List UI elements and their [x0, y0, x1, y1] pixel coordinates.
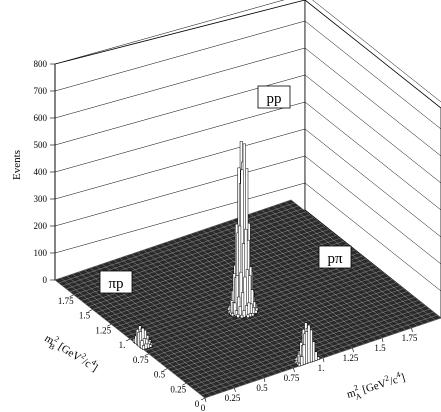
floor-line: [107, 241, 344, 322]
z-tick-label: 500: [34, 140, 48, 150]
floor-line: [190, 233, 341, 353]
y-tick-label: 1.5: [79, 311, 91, 321]
z-tick-label: 400: [34, 167, 48, 177]
z-tick-label: 200: [34, 221, 48, 231]
y-tick-label: 1.75: [58, 296, 74, 306]
y-tick: [163, 368, 168, 371]
histogram-bar: [141, 345, 146, 350]
z-axis-title: Events: [11, 150, 23, 180]
floor-line: [92, 229, 329, 310]
x-axis-title: m2A[GeV2/c4]: [344, 369, 407, 404]
z-axis: 0 100 200 300 400 500 600 700 800: [34, 59, 56, 285]
x-tick: [263, 377, 266, 383]
svg-text:πp: πp: [108, 276, 123, 292]
wall-gridline: [54, 20, 441, 130]
y-tick: [125, 338, 131, 342]
floor-line: [261, 209, 412, 329]
y-tick: [182, 382, 187, 386]
floor-line: [58, 202, 295, 284]
wall-gridline: [54, 128, 441, 238]
peak-label-pip: πp: [99, 270, 133, 294]
y-tick-label: 0.75: [133, 355, 149, 365]
svg-text:pp: pp: [267, 91, 282, 107]
floor-line: [243, 215, 394, 335]
x-tick: [234, 387, 236, 393]
wall-gridline: [54, 101, 441, 211]
floor-line: [255, 211, 406, 331]
histogram-bar: [246, 314, 250, 318]
wall-gridline: [54, 47, 441, 157]
x-tick-label: 0.5: [256, 383, 268, 393]
y-tick: [88, 309, 93, 312]
y-tick: [144, 353, 149, 357]
x-axis: 0 0.25 0.5 0.75 1. 1.25 1.5 1.75: [201, 318, 441, 412]
wall-gridline: [54, 182, 441, 292]
y-axis-title: m2B[GeV2/c4]: [41, 330, 101, 377]
histogram-bar: [240, 314, 244, 319]
histogram-bar: [230, 312, 235, 317]
floor-line: [279, 203, 430, 323]
peak-label-pp: pp: [257, 85, 291, 109]
wall-gridline: [54, 155, 441, 265]
y-tick: [200, 397, 206, 401]
x-tick: [204, 397, 207, 403]
x-tick-label: 1.25: [343, 353, 359, 363]
x-tick: [322, 357, 325, 363]
x-tick-label: 0.25: [225, 393, 241, 403]
floor-line: [237, 217, 389, 337]
floor-line: [290, 199, 441, 319]
floor-line: [208, 227, 359, 347]
y-tick: [69, 294, 74, 298]
y-axis: 0 0.25 0.5 0.75 1. 1.25 1.5 1.75: [58, 294, 206, 409]
z-tick-label: 700: [34, 86, 48, 96]
wall-gridlines: [54, 0, 441, 319]
floor-line: [111, 244, 348, 325]
floor-line: [202, 229, 353, 349]
z-tick-label: 0: [43, 275, 48, 285]
x-tick-label: 1.75: [402, 333, 418, 343]
y-tick-label: 1.25: [95, 325, 111, 335]
z-tick-label: 600: [34, 113, 48, 123]
z-tick-label: 100: [34, 248, 48, 258]
histogram-bar: [297, 362, 301, 367]
x-tick-label: 0.75: [284, 373, 300, 383]
x-tick: [352, 347, 354, 353]
wall-gridline: [54, 0, 441, 103]
y-tick-label: 0.5: [154, 370, 166, 380]
x-tick: [411, 327, 413, 333]
floor-line: [231, 219, 383, 339]
x-tick: [381, 337, 384, 343]
floor-line: [249, 213, 400, 333]
floor-line: [225, 221, 377, 341]
z-tick-label: 300: [34, 194, 48, 204]
y-tick-label: 0.25: [170, 384, 186, 394]
x-tick: [293, 367, 295, 373]
histogram-bar: [236, 314, 240, 318]
y-tick-label: 1.: [119, 340, 126, 350]
histogram-bar: [302, 344, 306, 365]
y-tick: [107, 323, 112, 327]
floor-line: [196, 231, 347, 351]
floor-line: [284, 201, 436, 321]
svg-text:pπ: pπ: [327, 251, 343, 267]
histogram-bar: [242, 310, 246, 318]
x-tick-label: 0: [201, 403, 206, 412]
floor-line: [54, 199, 292, 281]
floor-line: [99, 235, 337, 316]
floor-line: [96, 232, 333, 313]
x-tick-label: 1.: [318, 363, 325, 373]
z-tick-label: 800: [34, 59, 48, 69]
y-tick-label: 0: [195, 399, 200, 409]
histogram-bar: [300, 356, 304, 366]
x-tick-label: 1.5: [374, 343, 386, 353]
peak-label-ppi: pπ: [318, 245, 352, 269]
histogram-bars: [132, 141, 320, 367]
wall-gridline: [54, 74, 441, 184]
floor-line: [103, 238, 340, 319]
